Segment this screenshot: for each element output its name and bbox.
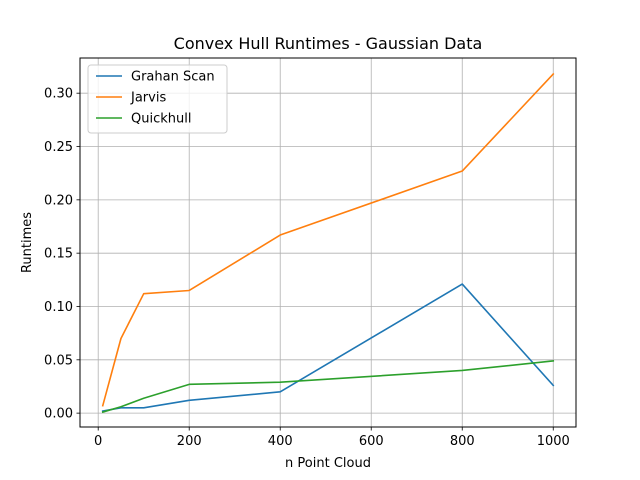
series-line-quickhull (101, 360, 555, 414)
legend-box (87, 64, 228, 134)
x-tick-label: 1000 (537, 434, 570, 449)
legend-label: Jarvis (130, 91, 166, 106)
x-tick-label: 600 (359, 434, 384, 449)
y-tick-label: 0.30 (44, 87, 73, 102)
y-tick-label: 0.20 (44, 193, 73, 208)
y-tick-label: 0.25 (44, 140, 73, 155)
legend-label: Grahan Scan (131, 70, 215, 85)
grid (80, 58, 576, 427)
x-tick-label: 400 (268, 434, 293, 449)
series-line-jarvis (101, 72, 555, 407)
series-group (101, 72, 555, 414)
chart-title: Convex Hull Runtimes - Gaussian Data (174, 34, 483, 53)
y-tick-label: 0.00 (44, 407, 73, 422)
legend: Grahan Scan Jarvis Quickhull (87, 64, 228, 134)
y-tick-label: 0.10 (44, 300, 73, 315)
x-axis-label: n Point Cloud (285, 456, 371, 471)
x-tick-label: 200 (177, 434, 202, 449)
x-tick-label: 0 (94, 434, 102, 449)
x-tick-label: 800 (450, 434, 475, 449)
plot-frame (79, 57, 577, 428)
y-axis-label: Runtimes (20, 212, 35, 273)
legend-label: Quickhull (131, 112, 191, 127)
y-tick-label: 0.05 (44, 353, 73, 368)
axis-ticks: 0 200 400 600 800 1000 0.00 0.05 0.10 0.15 0.20 0.2… (44, 87, 570, 449)
y-tick-label: 0.15 (44, 247, 73, 262)
series-line-grahan-scan (101, 283, 555, 412)
